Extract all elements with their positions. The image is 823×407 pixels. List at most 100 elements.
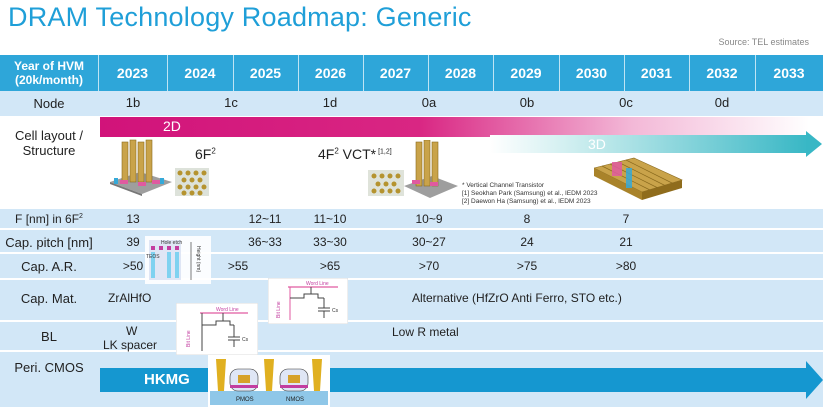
nmos-label: NMOS (286, 397, 304, 403)
year-label-line2: (20k/month) (14, 73, 83, 87)
pitch-value-cell: 21 (619, 235, 633, 249)
arrow-2d (100, 117, 809, 137)
arrow-3d-label: 3D (588, 136, 606, 152)
hole-etch-label: Hole etch (161, 240, 182, 246)
capmat-row-bg (0, 280, 823, 320)
page-title: DRAM Technology Roadmap: Generic (8, 2, 472, 32)
year-separator (233, 55, 234, 91)
year-separator (559, 55, 560, 91)
ar-value-cell: >80 (615, 259, 637, 273)
cell-layout-label-line2: Structure (22, 143, 76, 158)
year-separator (755, 55, 756, 91)
ar-row-bg (0, 254, 823, 278)
year-cell: 2029 (510, 65, 542, 81)
cell-layout-label: Cell layout / Structure (0, 128, 98, 158)
pitch-value-cell: 30~27 (412, 235, 446, 249)
source-note: Source: TEL estimates (718, 37, 809, 47)
year-cell: 2028 (444, 65, 477, 81)
dram-6f2-structure-image (110, 139, 172, 196)
year-cell: 2033 (773, 65, 805, 81)
cell-vct-label: 4F2 VCT* [1,2] (318, 146, 392, 162)
bit-line-label-1: Bit Line (186, 330, 192, 347)
year-header-band (0, 55, 823, 91)
hole-etch-figure: Hole etch TEOS Height (nm) (145, 236, 211, 284)
year-cell: 2023 (116, 65, 149, 81)
bl-row-bg (0, 322, 823, 350)
dram-3d-structure-image (594, 157, 683, 200)
node-value-cell: 1c (224, 95, 238, 110)
pmos-label: PMOS (236, 397, 254, 403)
f-value-cell: 11~10 (313, 212, 347, 226)
cs-label-1: Cs (242, 337, 249, 343)
cap-mat-label: Cap. Mat. (20, 291, 78, 306)
year-cell: 2031 (640, 65, 673, 81)
word-line-label-1: Word Line (216, 307, 239, 313)
cell-vct-rest: VCT* (338, 146, 377, 162)
year-separator (428, 55, 429, 91)
node-value-cell: 1b (125, 95, 141, 110)
year-separator (624, 55, 625, 91)
year-cell: 2030 (575, 65, 608, 81)
bit-line-label-2: Bit Line (276, 301, 282, 318)
bl-value-1: W (126, 324, 138, 338)
node-value-cell: 0a (421, 95, 437, 110)
cs-label-2: Cs (332, 308, 339, 314)
year-cell: 2026 (314, 65, 347, 81)
bl-value-1b: LK spacer (103, 338, 158, 352)
footnote-3: [2] Daewon Ha (Samsung) et al., IEDM 202… (462, 198, 591, 205)
node-row-bg (0, 91, 823, 116)
word-line-label-2: Word Line (306, 281, 329, 287)
year-cell: 2024 (184, 65, 216, 81)
arrow-2d-label: 2D (163, 118, 181, 134)
teos-label: TEOS (146, 254, 160, 260)
year-cell: 2025 (249, 65, 282, 81)
bl-value-2: Low R metal (392, 325, 459, 339)
f-row-bg (0, 209, 823, 228)
ar-value-cell: >55 (227, 259, 249, 273)
cap-pitch-label: Cap. pitch [nm] (5, 235, 93, 250)
cell-vct-ref: [1,2] (376, 148, 392, 156)
cell-circuit-2d-figure: Word Line Bit Line Cs (176, 303, 258, 355)
node-label: Node (33, 96, 65, 111)
cmos-device-figure: PMOS NMOS (208, 355, 330, 407)
cap-mat-value-1: ZrAlHfO (108, 291, 152, 305)
vct-footnotes: * Vertical Channel Transistor [1] Seokha… (462, 182, 597, 206)
cap-mat-value-2: Alternative (HfZrO Anti Ferro, STO etc.) (412, 291, 622, 305)
height-label: Height (nm) (195, 246, 201, 272)
footnote-2: [1] Seokhan Park (Samsung) et al., IEDM … (462, 190, 598, 197)
footnote-1: * Vertical Channel Transistor (462, 182, 545, 189)
ar-value-cell: >50 (122, 259, 144, 273)
dram-6f2-topview-image (175, 168, 209, 196)
arrow-3d (490, 135, 808, 153)
pitch-value-cell: 24 (520, 235, 534, 249)
f-value-cell: 10~9 (415, 212, 443, 226)
arrow-3d-head (806, 131, 822, 157)
node-value-cell: 0b (519, 95, 535, 110)
year-separator (298, 55, 299, 91)
peri-cmos-label: Peri. CMOS (14, 360, 84, 375)
f-value-cell: 7 (622, 212, 630, 226)
f-label: F [nm] in 6F2 (0, 212, 98, 226)
cell-6f2-text: 6F (195, 146, 212, 162)
node-value-cell: 0d (714, 95, 730, 110)
pitch-value-cell: 33~30 (313, 235, 347, 249)
arrow-hkmg-label: HKMG (144, 371, 190, 388)
year-separator (493, 55, 494, 91)
ar-value-cell: >70 (418, 259, 440, 273)
cell-vct-sup: 2 (334, 146, 339, 156)
year-separator (689, 55, 690, 91)
arrow-hkmg (100, 368, 807, 392)
cell-circuit-vct-figure: Word Line Bit Line Cs (268, 278, 348, 324)
cap-ar-label: Cap. A.R. (21, 259, 77, 274)
year-separator (363, 55, 364, 91)
cell-vct-text: 4F (318, 146, 335, 162)
f-value-cell: 13 (126, 212, 140, 226)
year-header-label: Year of HVM (20k/month) (0, 55, 98, 91)
bl-label: BL (41, 329, 57, 344)
node-value-cell: 1d (322, 95, 338, 110)
ar-value-cell: >75 (516, 259, 538, 273)
ar-value-cell: >65 (319, 259, 341, 273)
dram-vct-structure-image (368, 140, 458, 198)
year-label-line1: Year of HVM (13, 59, 85, 73)
node-value-cell: 0c (619, 95, 633, 110)
